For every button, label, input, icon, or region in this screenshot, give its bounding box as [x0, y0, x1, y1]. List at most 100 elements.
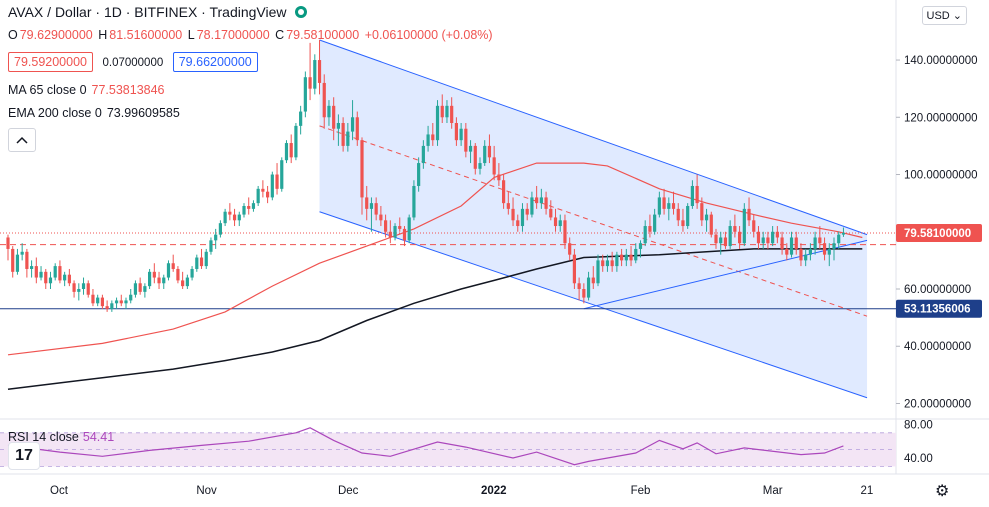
candle-body — [667, 203, 671, 209]
candle-body — [261, 188, 265, 192]
symbol-title[interactable]: AVAX / Dollar · 1D · BITFINEX · TradingV… — [8, 4, 287, 20]
candle-body — [676, 208, 680, 221]
candle-body — [756, 231, 761, 244]
candle-body — [360, 140, 364, 198]
candle-body — [624, 254, 628, 261]
rsi-legend[interactable]: RSI 14 close 54.41 — [8, 430, 114, 444]
candle-body — [322, 82, 326, 118]
candle-body — [601, 260, 605, 267]
candle-body — [478, 163, 482, 169]
currency-select[interactable]: USD ⌄ — [921, 6, 967, 25]
channel-upper-line — [319, 39, 868, 236]
candle-body — [204, 251, 208, 267]
candle-body — [827, 248, 831, 255]
candle-body — [143, 286, 147, 292]
close-label: C — [275, 28, 285, 42]
candle-body — [742, 208, 746, 244]
candle-body — [780, 237, 784, 249]
candle-body — [813, 237, 817, 249]
candle-body — [110, 303, 114, 310]
candle-body — [747, 208, 751, 221]
candle-body — [280, 160, 284, 189]
candle-body — [719, 237, 723, 244]
candle-body — [232, 214, 237, 221]
candle-body — [58, 266, 62, 281]
ma65-legend[interactable]: MA 65 close 0 77.53813846 — [8, 83, 165, 97]
candle-body — [407, 217, 411, 241]
high-label: H — [98, 28, 108, 42]
candle-body — [596, 260, 600, 284]
candle-body — [91, 294, 95, 304]
candle-body — [171, 263, 175, 269]
candle-body — [714, 234, 718, 244]
candle-body — [648, 226, 652, 232]
candle-body — [662, 197, 666, 209]
candle-body — [620, 254, 624, 261]
candle-body — [114, 300, 119, 304]
candle-body — [610, 260, 614, 267]
candle-body — [20, 251, 24, 255]
sell-button[interactable]: 79.59200000 — [8, 52, 93, 72]
candle-body — [535, 197, 539, 204]
candle-body — [808, 248, 812, 255]
price-tick-label: 100.00000000 — [904, 170, 978, 182]
candle-body — [72, 283, 76, 292]
candle-body — [129, 294, 133, 301]
close-value: 79.58100000 — [286, 28, 360, 42]
candle-body — [402, 228, 407, 241]
candle-body — [266, 191, 270, 198]
channel-fill — [319, 40, 868, 398]
candle-body — [629, 254, 633, 261]
candle-body — [388, 231, 392, 238]
candle-body — [634, 248, 638, 261]
time-tick-label: Feb — [631, 485, 651, 497]
time-tick-label: Dec — [338, 485, 359, 497]
candle-body — [6, 237, 10, 249]
last-price-label: 79.58100000 — [904, 228, 971, 240]
candle-body — [483, 145, 487, 164]
candle-body — [209, 240, 213, 252]
candle-body — [308, 77, 312, 89]
candle-body — [497, 174, 501, 181]
candle-body — [586, 277, 591, 298]
price-tick-label: 40.00000000 — [904, 341, 971, 353]
candle-body — [412, 185, 416, 218]
candle-body — [124, 300, 128, 304]
candle-body — [577, 283, 581, 289]
candle-body — [185, 277, 189, 287]
candle-body — [34, 266, 38, 278]
candle-body — [275, 174, 279, 189]
candle-body — [350, 117, 355, 132]
candle-body — [336, 123, 340, 129]
candle-body — [690, 185, 694, 207]
candle-body — [468, 145, 473, 152]
candle-body — [487, 145, 492, 158]
candle-body — [752, 220, 756, 232]
candle-body — [723, 237, 728, 247]
candle-body — [398, 226, 402, 229]
collapse-legend-button[interactable] — [8, 128, 36, 152]
bid-ask-row: 79.59200000 0.07000000 79.66200000 — [8, 52, 258, 72]
candle-body — [25, 251, 29, 269]
buy-button[interactable]: 79.66200000 — [172, 52, 258, 72]
time-tick-label: 2022 — [481, 485, 507, 497]
tradingview-logo[interactable]: 17 — [8, 442, 40, 470]
candle-body — [218, 223, 222, 235]
settings-gear-icon[interactable]: ⚙ — [935, 483, 950, 500]
candle-body — [582, 289, 586, 298]
candle-body — [671, 203, 676, 209]
level-price-label: 53.11356006 — [904, 304, 971, 316]
candle-body — [341, 123, 345, 146]
candle-body — [511, 208, 515, 221]
rising-trendline — [583, 239, 868, 310]
candle-body — [464, 128, 468, 152]
candle-body — [572, 254, 576, 284]
chart-legend-header: AVAX / Dollar · 1D · BITFINEX · TradingV… — [8, 4, 307, 20]
candle-body — [615, 254, 619, 267]
ema200-legend[interactable]: EMA 200 close 0 73.99609585 — [8, 106, 180, 120]
rsi-line — [7, 427, 844, 466]
candle-body — [393, 226, 397, 238]
ohlc-row: O 79.62900000 H 81.51600000 L 78.17000000 C… — [8, 28, 495, 42]
price-tick-label: 120.00000000 — [904, 112, 978, 124]
